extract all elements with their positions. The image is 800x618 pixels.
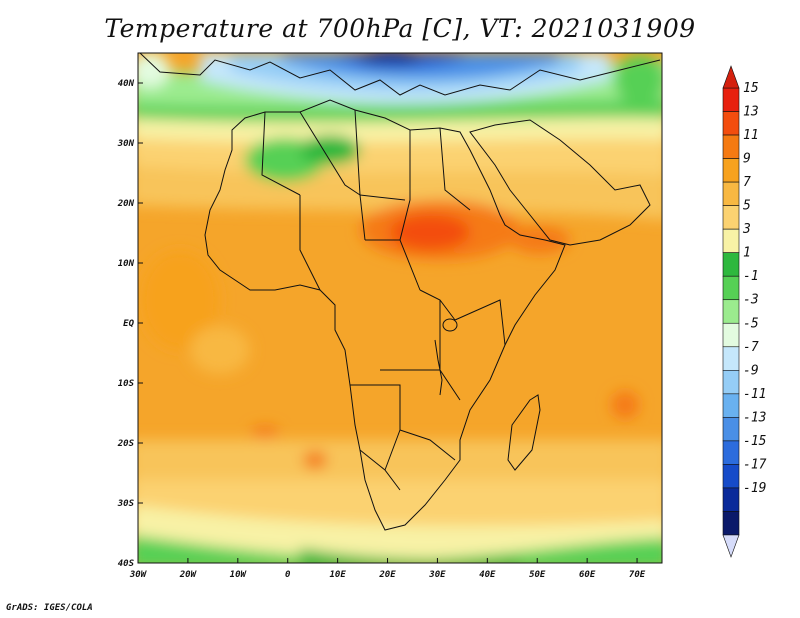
lat-tick-label: 40N bbox=[118, 79, 135, 89]
colorbar-bottom-arrow bbox=[722, 534, 740, 558]
lon-tick-label: 60E bbox=[579, 570, 596, 580]
lat-tick-label: 10S bbox=[118, 379, 135, 389]
lon-tick-label: 30E bbox=[428, 570, 446, 580]
colorbar-segment bbox=[722, 464, 740, 489]
lon-tick-label: 20W bbox=[179, 570, 198, 580]
arabia-coastline bbox=[469, 119, 651, 246]
lon-tick-label: 10E bbox=[329, 570, 346, 580]
lon-tick-label: 30W bbox=[129, 570, 148, 580]
axis-ticks: 30W 20W 10W 0 10E 20E 30E 40E 50E 60E 70E 40N 30N 20N… bbox=[117, 79, 646, 580]
colorbar-label: 13 bbox=[743, 105, 759, 120]
colorbar-segment bbox=[722, 111, 740, 136]
lake-victoria bbox=[442, 318, 458, 332]
colorbar-label: -13 bbox=[743, 410, 766, 425]
colorbar-label: -1 bbox=[743, 269, 759, 284]
colorbar-label: 5 bbox=[743, 199, 751, 214]
africa-coastline bbox=[204, 99, 566, 531]
colorbar-label: 11 bbox=[743, 128, 759, 143]
colorbar: 15 13 11 9 7 5 3 1 -1 -3 -5 -7 -9 -11 -13 -15 -17 -19 bbox=[722, 65, 767, 558]
colorbar-segment bbox=[722, 346, 740, 371]
colorbar-segment bbox=[722, 158, 740, 183]
colorbar-label: 7 bbox=[743, 175, 751, 190]
lat-tick-label: 30S bbox=[117, 499, 135, 509]
map-title: Temperature at 700hPa [C], VT: 202103190… bbox=[104, 14, 696, 43]
lon-tick-label: 40E bbox=[479, 570, 496, 580]
colorbar-segment bbox=[722, 487, 740, 512]
colorbar-segment bbox=[722, 205, 740, 230]
colorbar-label: -11 bbox=[743, 387, 766, 402]
colorbar-label: -9 bbox=[743, 363, 759, 378]
lon-tick-label: 10W bbox=[230, 570, 248, 580]
lat-tick-label: EQ bbox=[123, 319, 134, 329]
colorbar-segment bbox=[722, 299, 740, 324]
colorbar-segment bbox=[722, 370, 740, 395]
colorbar-label: 1 bbox=[743, 246, 751, 261]
colorbar-segment bbox=[722, 181, 740, 206]
europe-coastline bbox=[139, 53, 661, 96]
grads-credit: GrADS: IGES/COLA bbox=[6, 603, 93, 613]
colorbar-segment bbox=[722, 87, 740, 112]
colorbar-label: 9 bbox=[743, 152, 751, 167]
coastline-borders bbox=[139, 53, 661, 531]
colorbar-segment bbox=[722, 322, 740, 348]
colorbar-segment bbox=[722, 417, 740, 442]
lon-tick-label: 20E bbox=[378, 570, 396, 580]
colorbar-top-arrow bbox=[722, 65, 740, 89]
temperature-field bbox=[138, 53, 662, 563]
colorbar-segment bbox=[722, 393, 740, 418]
lat-tick-label: 10N bbox=[118, 259, 135, 269]
colorbar-label: -5 bbox=[743, 316, 759, 331]
colorbar-label: 3 bbox=[742, 222, 751, 237]
colorbar-segment bbox=[722, 252, 740, 277]
madagascar-coastline bbox=[507, 394, 541, 471]
lon-tick-label: 50E bbox=[529, 570, 546, 580]
colorbar-label: 15 bbox=[743, 81, 759, 96]
map-frame bbox=[137, 52, 663, 564]
colorbar-label: -17 bbox=[743, 457, 767, 472]
lat-tick-label: 30N bbox=[117, 139, 135, 149]
colorbar-segment bbox=[722, 440, 740, 465]
colorbar-label: -3 bbox=[743, 293, 759, 308]
colorbar-segment bbox=[722, 275, 740, 301]
lat-tick-label: 20S bbox=[117, 439, 135, 449]
colorbar-label: -15 bbox=[743, 434, 767, 449]
colorbar-segment bbox=[722, 134, 740, 159]
lat-tick-label: 20N bbox=[117, 199, 135, 209]
lake-tanganyika bbox=[434, 339, 443, 396]
colorbar-label: -7 bbox=[743, 340, 759, 355]
colorbar-segment bbox=[722, 511, 740, 536]
lon-tick-label: 70E bbox=[629, 570, 646, 580]
lat-tick-label: 40S bbox=[118, 559, 135, 569]
lon-tick-label: 0 bbox=[285, 570, 291, 580]
colorbar-segment bbox=[722, 228, 740, 253]
colorbar-label: -19 bbox=[743, 481, 766, 496]
